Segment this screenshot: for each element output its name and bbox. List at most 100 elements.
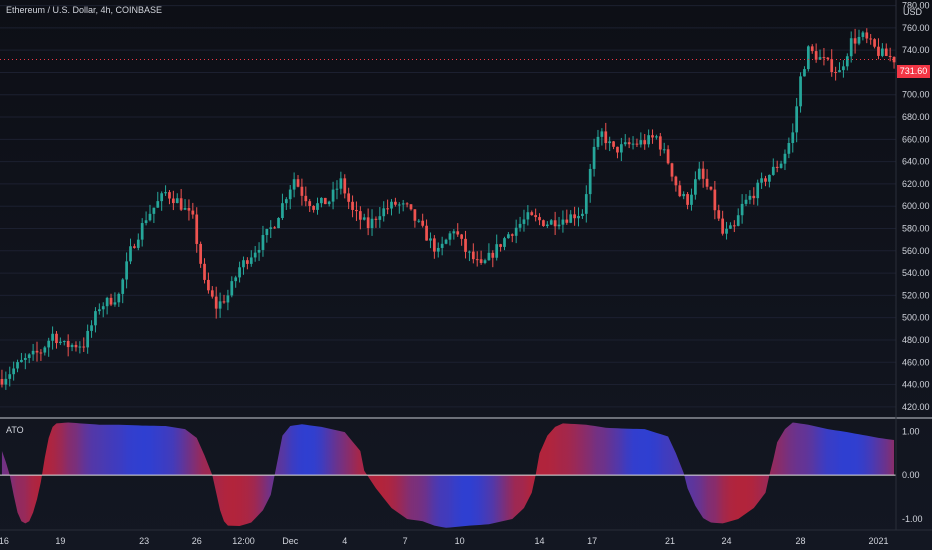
ato-tick-label: -1.00 (902, 514, 923, 524)
candle-body (90, 325, 93, 331)
candle-body (226, 295, 230, 303)
candle-body (888, 55, 892, 57)
candle-body (830, 59, 834, 73)
candle-body (191, 210, 195, 215)
candle-body (0, 378, 4, 385)
oscillator-axis[interactable]: 1.00 0.00 -1.00 (902, 426, 923, 524)
price-tick-label: 420.00 (902, 402, 930, 412)
candle-body (655, 136, 658, 138)
candle-body (495, 244, 499, 258)
candle-body (105, 297, 109, 307)
candle-body (619, 144, 623, 153)
candle-body (265, 228, 269, 236)
candle-body (288, 189, 292, 200)
candle-body (834, 72, 837, 74)
price-tick-label: 700.00 (902, 90, 930, 100)
candle-body (814, 51, 818, 60)
candle-body (214, 296, 218, 309)
candle-body (756, 182, 760, 199)
candle-body (471, 251, 475, 260)
candle-body (705, 178, 709, 187)
candle-body (522, 219, 526, 224)
candle-body (156, 201, 160, 208)
candle-body (865, 32, 869, 39)
candle-body (647, 135, 650, 145)
candle-body (253, 252, 257, 258)
candle-body (113, 302, 117, 305)
candle-body (452, 231, 456, 234)
candle-body (686, 194, 689, 205)
candle-body (631, 143, 635, 145)
candle-body (596, 136, 600, 147)
candle-body (627, 142, 631, 145)
time-axis[interactable]: 16 19 23 26 12:00 Dec 4 7 10 14 17 21 24 28 2021 (0, 536, 888, 546)
candle-body (799, 76, 802, 107)
candle-body (573, 214, 576, 219)
candle-body (351, 201, 354, 210)
price-unit-label: USD (903, 7, 923, 17)
candle-body (323, 197, 327, 205)
candle-body (838, 70, 841, 73)
candle-body (425, 225, 428, 241)
symbol-title[interactable]: Ethereum / U.S. Dollar, 4h, COINBASE (6, 5, 163, 15)
candle-body (725, 228, 728, 234)
candle-body (651, 135, 654, 138)
candle-body (8, 374, 12, 379)
candle-body (246, 260, 249, 264)
indicator-name[interactable]: ATO (6, 425, 24, 435)
candle-body (101, 306, 105, 310)
candle-body (234, 277, 238, 282)
price-grid (0, 5, 896, 408)
candle-body (74, 344, 78, 348)
candle-body (588, 168, 592, 195)
price-axis[interactable]: 420.00 440.00 460.00 480.00 500.00 520.00 540.… (902, 1, 930, 412)
candle-body (857, 36, 861, 44)
time-tick-label: 10 (455, 536, 465, 546)
candle-body (545, 224, 549, 227)
candle-body (744, 199, 748, 204)
candle-body (59, 341, 62, 344)
candle-body (787, 143, 791, 154)
candle-body (136, 239, 140, 248)
candle-body (382, 208, 386, 217)
candle-body (277, 218, 280, 229)
candle-body (152, 207, 156, 214)
candle-body (752, 195, 756, 199)
candle-body (331, 189, 335, 202)
price-tick-label: 740.00 (902, 45, 930, 55)
candle-body (358, 211, 362, 220)
candle-body (292, 179, 296, 190)
candle-body (160, 193, 164, 202)
candle-body (670, 163, 674, 177)
time-tick-label: 26 (192, 536, 202, 546)
candle-body (697, 168, 701, 180)
candle-body (748, 195, 752, 200)
candle-body (869, 38, 873, 40)
candle-body (768, 174, 771, 182)
candle-body (760, 178, 763, 183)
candle-body (845, 56, 849, 67)
candle-body (440, 243, 444, 248)
candle-body (409, 204, 413, 210)
candle-body (842, 66, 845, 71)
candle-body (261, 235, 265, 250)
candle-body (795, 106, 799, 133)
candle-body (374, 218, 378, 220)
candle-body (658, 136, 662, 150)
candle-body (639, 140, 643, 145)
candle-body (335, 188, 339, 190)
candle-body (616, 146, 619, 153)
candle-body (623, 142, 627, 145)
candle-body (510, 234, 514, 236)
candle-body (503, 238, 506, 247)
candle-body (125, 261, 128, 280)
candle-body (612, 141, 615, 147)
price-tick-label: 460.00 (902, 357, 930, 367)
candle-body (378, 216, 382, 220)
time-tick-label: 28 (796, 536, 806, 546)
time-tick-label: 16 (0, 536, 9, 546)
price-tick-label: 640.00 (902, 157, 930, 167)
time-tick-label: 4 (342, 536, 347, 546)
candle-body (390, 201, 393, 209)
